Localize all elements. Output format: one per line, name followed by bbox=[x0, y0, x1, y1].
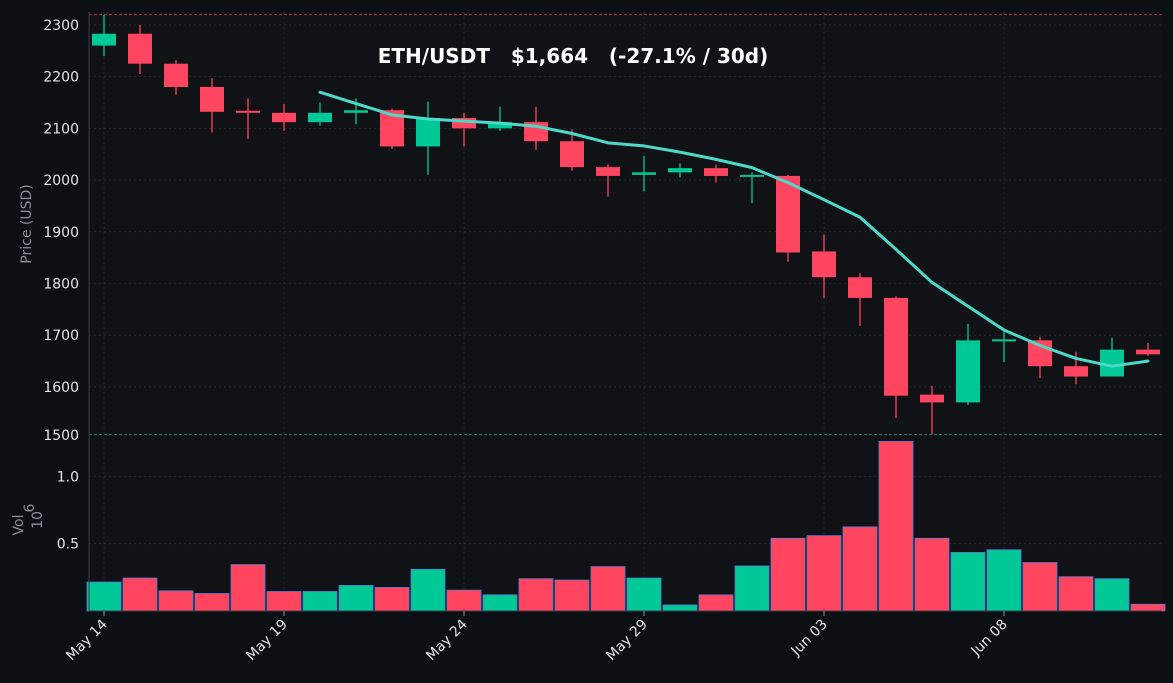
volume-bar bbox=[554, 579, 590, 612]
volume-bar bbox=[410, 568, 446, 612]
candle-body bbox=[704, 168, 728, 176]
candle-body bbox=[92, 33, 116, 46]
candle-body bbox=[668, 168, 692, 173]
volume-bar bbox=[626, 577, 662, 612]
candles bbox=[92, 14, 1160, 435]
candle-body bbox=[272, 112, 296, 123]
price-axis-title: Price (USD) bbox=[19, 184, 35, 263]
volume-bar bbox=[986, 549, 1022, 612]
volume-axis-title: Vol bbox=[11, 515, 27, 536]
volume-bar bbox=[1094, 578, 1130, 612]
candle-body bbox=[920, 394, 944, 403]
candle-body bbox=[560, 141, 584, 168]
volume-bar bbox=[806, 535, 842, 612]
volume-bar bbox=[338, 585, 374, 612]
candle-body bbox=[236, 110, 260, 113]
volume-bar bbox=[302, 591, 338, 612]
candle-body bbox=[416, 118, 440, 147]
candle-body bbox=[596, 167, 620, 176]
candle-body bbox=[308, 112, 332, 123]
volume-bar bbox=[482, 594, 518, 612]
volume-bar bbox=[950, 552, 986, 612]
volume-bar bbox=[842, 526, 878, 612]
volume-bar bbox=[518, 578, 554, 612]
volume-axis-exponent-power: 6 bbox=[22, 503, 38, 512]
candle-body bbox=[992, 339, 1016, 342]
volume-bar bbox=[230, 564, 266, 612]
volume-bar bbox=[158, 590, 194, 612]
volume-bar bbox=[1058, 576, 1094, 612]
volume-bar bbox=[86, 581, 122, 612]
candle-body bbox=[488, 122, 512, 129]
candle-body bbox=[344, 110, 368, 113]
candle-body bbox=[128, 33, 152, 64]
sma-line bbox=[318, 90, 1150, 368]
volume-tick-label: 1.0 bbox=[57, 469, 79, 485]
volume-bar bbox=[1130, 603, 1166, 612]
candle-body bbox=[1064, 366, 1088, 377]
candle-body bbox=[884, 297, 908, 396]
reference-lines bbox=[89, 14, 1162, 435]
volume-bar bbox=[194, 593, 230, 612]
volume-bar bbox=[590, 566, 626, 612]
candle-body bbox=[1136, 349, 1160, 355]
price-tick-label: 2300 bbox=[43, 18, 79, 34]
candle-body bbox=[956, 340, 980, 403]
candle-body bbox=[740, 174, 764, 177]
chart-title: ETH/USDT $1,664 (-27.1% / 30d) bbox=[378, 44, 769, 68]
price-tick-label: 2200 bbox=[43, 70, 79, 86]
volume-bar bbox=[734, 565, 770, 612]
candle-body bbox=[632, 172, 656, 175]
price-tick-label: 1900 bbox=[43, 225, 79, 241]
sma-polyline bbox=[318, 90, 1150, 368]
volume-bar bbox=[374, 587, 410, 612]
candle-body bbox=[848, 277, 872, 298]
candle-body bbox=[200, 86, 224, 112]
volume-bar bbox=[266, 591, 302, 612]
volume-bar bbox=[1022, 562, 1058, 612]
candle-body bbox=[164, 63, 188, 87]
grid bbox=[89, 12, 1162, 611]
price-tick-label: 1500 bbox=[43, 428, 79, 444]
candle-body bbox=[812, 251, 836, 278]
volume-tick-label: 0.5 bbox=[57, 537, 79, 553]
volume-bar bbox=[878, 440, 914, 612]
volume-bar bbox=[122, 577, 158, 612]
volume-bar bbox=[770, 537, 806, 612]
candle-body bbox=[452, 118, 476, 129]
volume-axis-exponent: 10 bbox=[30, 511, 46, 529]
price-tick-label: 2100 bbox=[43, 121, 79, 137]
price-panel-background bbox=[89, 12, 1162, 436]
volume-bar bbox=[446, 589, 482, 612]
volume-bar bbox=[914, 537, 950, 612]
price-tick-label: 1600 bbox=[43, 380, 79, 396]
volume-bar bbox=[662, 604, 698, 612]
price-tick-label: 1800 bbox=[43, 276, 79, 292]
price-tick-label: 1700 bbox=[43, 328, 79, 344]
volume-bar bbox=[698, 594, 734, 612]
volume-bars bbox=[86, 440, 1166, 612]
candle-body bbox=[776, 175, 800, 253]
price-tick-label: 2000 bbox=[43, 173, 79, 189]
